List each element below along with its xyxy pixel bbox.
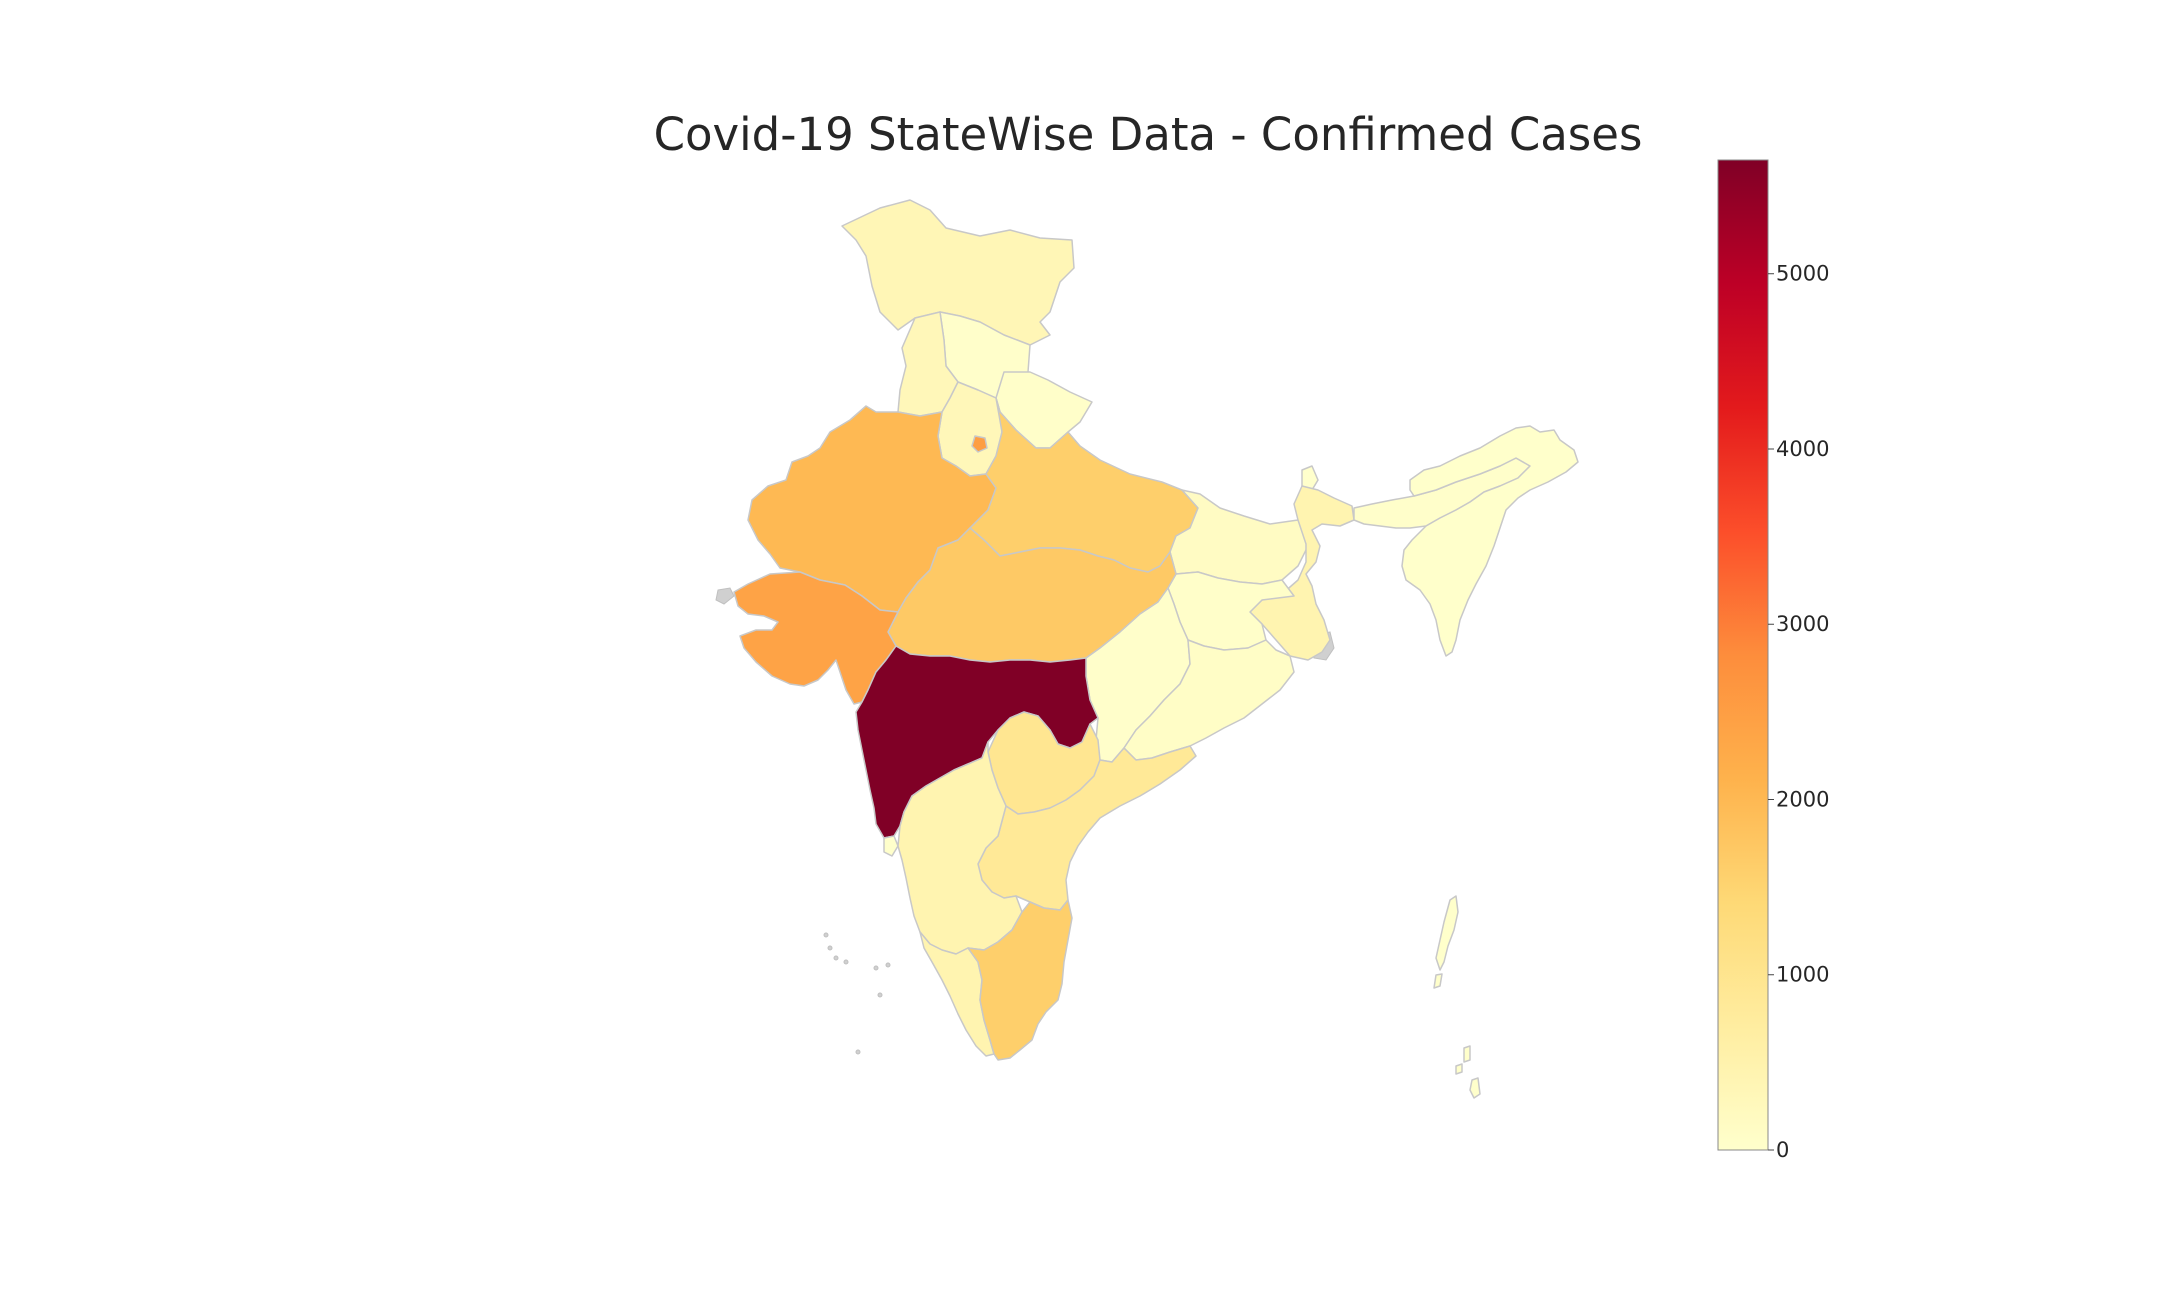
colorbar-tick-label: 4000	[1776, 437, 1829, 461]
colorbar-ticks: 0 1000 2000 3000 4000 5000	[1768, 262, 1829, 1162]
colorbar-tick-label: 2000	[1776, 787, 1829, 811]
kutch-coast-nodata	[715, 587, 735, 605]
state-jammu-kashmir	[841, 199, 1075, 346]
state-sikkim	[1301, 465, 1319, 491]
state-northeast	[1401, 425, 1579, 657]
colorbar-tick-label: 1000	[1776, 963, 1829, 987]
colorbar-tick-label: 0	[1776, 1138, 1789, 1162]
state-tamil-nadu	[967, 899, 1073, 1061]
india-map	[715, 199, 1579, 1099]
colorbar-gradient	[1717, 159, 1769, 1151]
colorbar: 0 1000 2000 3000 4000 5000	[1717, 159, 1829, 1162]
state-delhi	[971, 435, 988, 453]
state-uttar-pradesh	[969, 397, 1199, 573]
map-title: Covid-19 StateWise Data - Confirmed Case…	[654, 108, 1643, 161]
state-karnataka	[897, 741, 1023, 955]
colorbar-tick-label: 3000	[1776, 612, 1829, 636]
colorbar-tick-label: 5000	[1776, 262, 1829, 286]
state-goa	[883, 835, 899, 857]
lakshadweep-islands	[823, 932, 891, 1055]
state-odisha	[1123, 639, 1295, 761]
state-west-bengal	[1249, 485, 1355, 661]
state-gujarat	[733, 571, 899, 705]
state-andaman-nicobar	[1433, 895, 1481, 1099]
